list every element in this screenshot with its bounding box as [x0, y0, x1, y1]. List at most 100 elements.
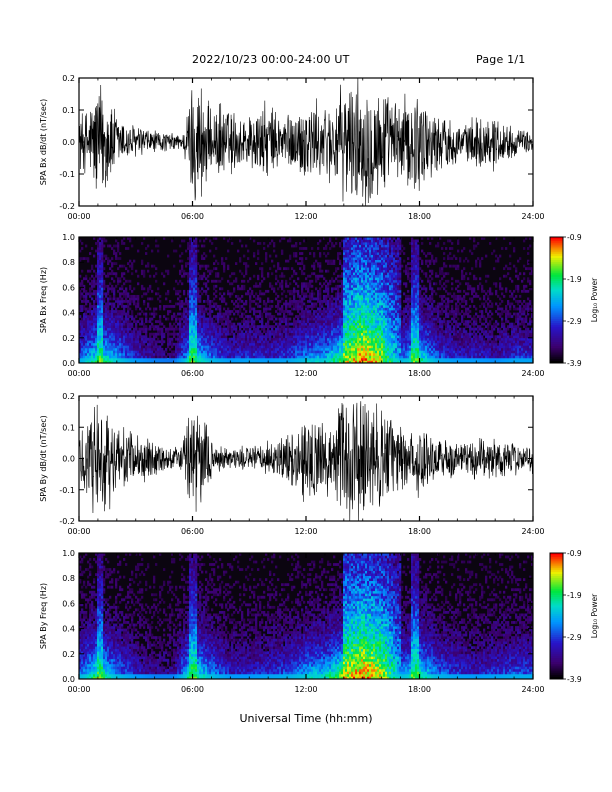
spectrogram-cell — [325, 317, 328, 321]
spectrogram-cell — [385, 340, 388, 344]
spectrogram-cell — [195, 262, 198, 266]
spectrogram-cell — [345, 284, 348, 288]
spectrogram-cell — [157, 347, 160, 351]
spectrogram-cell — [233, 307, 236, 311]
spectrogram-cell — [97, 269, 100, 273]
spectrogram-cell — [225, 350, 228, 354]
spectrogram-cell — [159, 320, 162, 323]
spectrogram-cell — [193, 282, 196, 286]
spectrogram-cell — [103, 350, 106, 354]
spectrogram-cell — [113, 322, 116, 326]
spectrogram-cell — [175, 292, 178, 296]
spectrogram-cell — [95, 292, 98, 296]
spectrogram-cell — [269, 317, 272, 321]
spectrogram-cell — [247, 257, 250, 260]
spectrogram-cell — [329, 315, 332, 318]
spectrogram-cell — [217, 325, 220, 329]
spectrogram-cell — [217, 315, 220, 318]
spectrogram-cell — [323, 317, 326, 321]
spectrogram-cell — [247, 289, 250, 293]
spectrogram-cell — [301, 289, 304, 293]
spectrogram-cell — [253, 239, 256, 243]
spectrogram-cell — [181, 282, 184, 286]
spectrogram-cell — [381, 252, 384, 255]
spectrogram-cell — [137, 335, 140, 339]
spectrogram-cell — [349, 322, 352, 326]
spectrogram-cell — [363, 325, 366, 329]
spectrogram-cell — [267, 350, 270, 354]
spectrogram-cell — [303, 327, 306, 331]
spectrogram-cell — [281, 305, 284, 308]
spectrogram-cell — [269, 312, 272, 316]
spectrogram-cell — [303, 272, 306, 276]
spectrogram-cell — [101, 340, 104, 344]
spectrogram-cell — [159, 315, 162, 318]
spectrogram-cell — [319, 360, 322, 364]
spectrogram-cell — [355, 272, 358, 276]
spectrogram-cell — [361, 262, 364, 266]
spectrogram-cell — [243, 312, 246, 316]
spectrogram-cell — [265, 352, 268, 356]
spectrogram-cell — [313, 262, 316, 266]
spectrogram-cell — [253, 307, 256, 311]
spectrogram-cell — [113, 294, 116, 298]
spectrogram-cell — [107, 310, 110, 313]
spectrogram-cell — [141, 294, 144, 298]
spectrogram-cell — [207, 360, 210, 364]
spectrogram-cell — [231, 347, 234, 351]
spectrogram-cell — [327, 302, 330, 306]
spectrogram-cell — [207, 317, 210, 321]
spectrogram-cell — [283, 302, 286, 306]
spectrogram-cell — [129, 355, 132, 359]
spectrogram-cell — [187, 322, 190, 326]
spectrogram-cell — [117, 347, 120, 351]
spectrogram-cell — [271, 325, 274, 329]
spectrogram-cell — [149, 357, 152, 361]
spectrogram-cell — [351, 330, 354, 334]
spectrogram-cell — [275, 335, 278, 339]
spectrogram-cell — [163, 360, 166, 364]
spectrogram-cell — [347, 357, 350, 361]
spectrogram-cell — [307, 325, 310, 329]
spectrogram-cell — [237, 352, 240, 356]
spectrogram-cell — [119, 257, 122, 260]
spectrogram-cell — [191, 287, 194, 291]
spectrogram-cell — [339, 294, 342, 298]
spectrogram-cell — [355, 340, 358, 344]
spectrogram-cell — [365, 287, 368, 291]
spectrogram-cell — [343, 284, 346, 288]
spectrogram-cell — [245, 310, 248, 313]
spectrogram-cell — [383, 345, 386, 349]
spectrogram-cell — [293, 342, 296, 346]
spectrogram-cell — [381, 294, 384, 298]
spectrogram-cell — [359, 282, 362, 286]
spectrogram-cell — [113, 330, 116, 334]
spectrogram-cell — [209, 330, 212, 334]
spectrogram-cell — [271, 287, 274, 291]
spectrogram-cell — [209, 312, 212, 316]
spectrogram-cell — [203, 345, 206, 349]
spectrogram-cell — [365, 294, 368, 298]
spectrogram-cell — [273, 244, 276, 248]
spectrogram-cell — [85, 297, 88, 301]
spectrogram-cell — [149, 274, 152, 278]
spectrogram-cell — [133, 340, 136, 344]
spectrogram-cell — [97, 357, 100, 361]
spectrogram-cell — [149, 312, 152, 316]
spectrogram-cell — [377, 360, 380, 364]
spectrogram-cell — [191, 317, 194, 321]
spectrogram-cell — [251, 307, 254, 311]
spectrogram-cell — [191, 335, 194, 339]
spectrogram-cell — [257, 284, 260, 288]
spectrogram-cell — [331, 294, 334, 298]
spectrogram-cell — [277, 350, 280, 354]
spectrogram-cell — [93, 279, 96, 283]
spectrogram-cell — [363, 272, 366, 276]
spectrogram-cell — [135, 332, 138, 336]
spectrogram-cell — [291, 352, 294, 356]
spectrogram-cell — [173, 330, 176, 334]
spectrogram-cell — [143, 352, 146, 356]
spectrogram-cell — [193, 300, 196, 303]
spectrogram-cell — [317, 347, 320, 351]
spectrogram-cell — [367, 340, 370, 344]
